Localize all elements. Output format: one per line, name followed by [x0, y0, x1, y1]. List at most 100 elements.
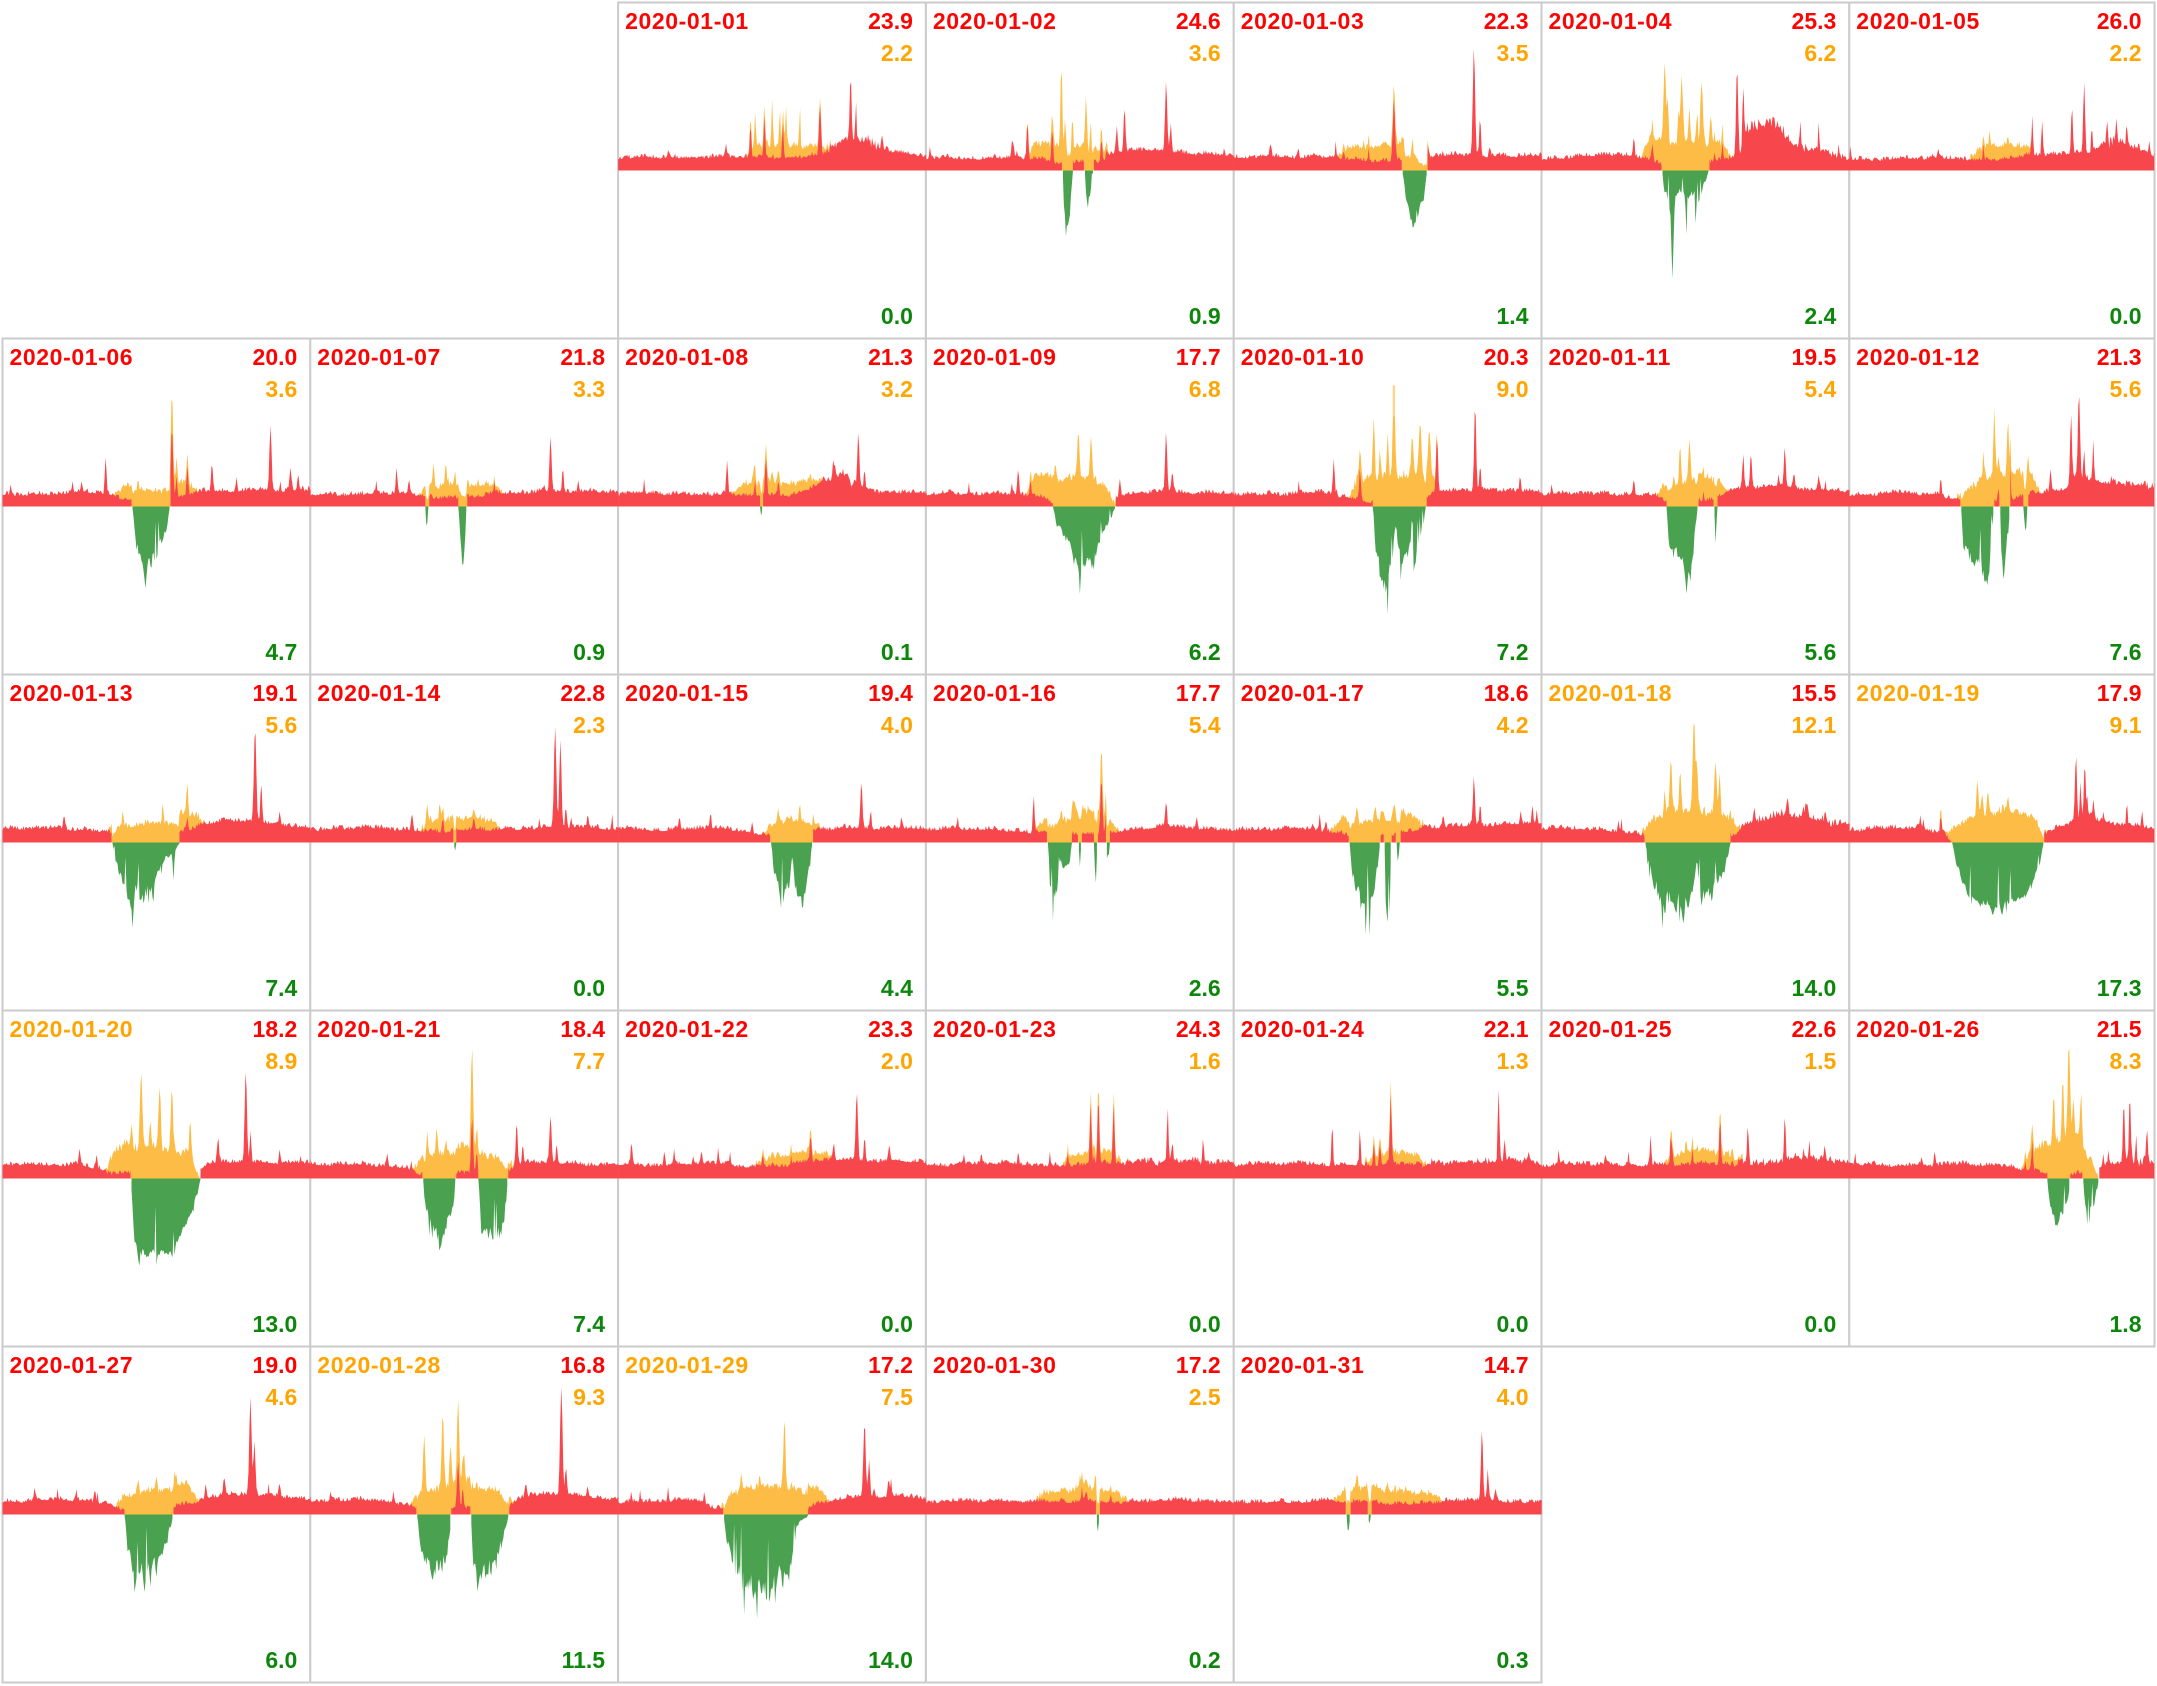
svg-text:6.2: 6.2: [1189, 639, 1221, 665]
svg-text:2020-01-10: 2020-01-10: [1241, 344, 1365, 370]
svg-text:2020-01-02: 2020-01-02: [933, 8, 1057, 34]
svg-text:0.2: 0.2: [1189, 1647, 1221, 1673]
svg-text:2020-01-19: 2020-01-19: [1856, 680, 1980, 706]
svg-text:5.4: 5.4: [1189, 712, 1221, 738]
svg-text:3.2: 3.2: [881, 376, 913, 402]
svg-text:1.8: 1.8: [2110, 1311, 2142, 1337]
svg-text:5.5: 5.5: [1497, 975, 1529, 1001]
svg-text:6.2: 6.2: [1804, 40, 1836, 66]
svg-text:14.7: 14.7: [1484, 1352, 1529, 1378]
svg-text:7.7: 7.7: [573, 1048, 605, 1074]
svg-text:2020-01-15: 2020-01-15: [625, 680, 749, 706]
svg-text:22.3: 22.3: [1484, 8, 1529, 34]
svg-text:17.7: 17.7: [1176, 344, 1221, 370]
svg-text:0.3: 0.3: [1497, 1647, 1529, 1673]
svg-text:24.3: 24.3: [1176, 1016, 1221, 1042]
svg-text:0.0: 0.0: [1804, 1311, 1836, 1337]
svg-text:0.0: 0.0: [881, 303, 913, 329]
svg-text:1.6: 1.6: [1189, 1048, 1221, 1074]
svg-text:19.1: 19.1: [253, 680, 298, 706]
svg-text:1.3: 1.3: [1497, 1048, 1529, 1074]
svg-text:0.1: 0.1: [881, 639, 913, 665]
svg-text:17.2: 17.2: [868, 1352, 913, 1378]
svg-text:13.0: 13.0: [253, 1311, 298, 1337]
svg-text:3.5: 3.5: [1497, 40, 1529, 66]
svg-text:18.6: 18.6: [1484, 680, 1529, 706]
svg-text:19.0: 19.0: [253, 1352, 298, 1378]
svg-text:20.0: 20.0: [253, 344, 298, 370]
svg-text:2020-01-27: 2020-01-27: [10, 1352, 134, 1378]
svg-text:4.0: 4.0: [1497, 1384, 1529, 1410]
svg-text:0.9: 0.9: [1189, 303, 1221, 329]
svg-text:21.8: 21.8: [560, 344, 605, 370]
svg-text:2020-01-16: 2020-01-16: [933, 680, 1057, 706]
svg-text:16.8: 16.8: [560, 1352, 605, 1378]
svg-text:2.6: 2.6: [1189, 975, 1221, 1001]
svg-text:19.5: 19.5: [1792, 344, 1837, 370]
svg-text:11.5: 11.5: [562, 1647, 606, 1673]
svg-text:15.5: 15.5: [1792, 680, 1837, 706]
svg-text:0.0: 0.0: [1189, 1311, 1221, 1337]
svg-text:6.0: 6.0: [265, 1647, 297, 1673]
svg-text:4.4: 4.4: [881, 975, 913, 1001]
svg-text:0.0: 0.0: [2110, 303, 2142, 329]
svg-text:7.4: 7.4: [573, 1311, 605, 1337]
svg-text:7.4: 7.4: [265, 975, 297, 1001]
svg-text:4.6: 4.6: [265, 1384, 297, 1410]
svg-text:2.3: 2.3: [573, 712, 605, 738]
svg-text:2020-01-04: 2020-01-04: [1549, 8, 1673, 34]
svg-text:21.5: 21.5: [2097, 1016, 2142, 1042]
svg-text:2020-01-31: 2020-01-31: [1241, 1352, 1365, 1378]
svg-text:3.6: 3.6: [1189, 40, 1221, 66]
svg-text:25.3: 25.3: [1792, 8, 1837, 34]
svg-text:20.3: 20.3: [1484, 344, 1529, 370]
svg-text:9.3: 9.3: [573, 1384, 605, 1410]
svg-text:5.4: 5.4: [1804, 376, 1836, 402]
svg-text:22.8: 22.8: [560, 680, 605, 706]
svg-text:2020-01-11: 2020-01-11: [1549, 344, 1671, 370]
svg-text:2.5: 2.5: [1189, 1384, 1221, 1410]
svg-text:7.2: 7.2: [1497, 639, 1529, 665]
svg-text:2020-01-06: 2020-01-06: [10, 344, 134, 370]
svg-text:2020-01-17: 2020-01-17: [1241, 680, 1365, 706]
svg-text:5.6: 5.6: [2110, 376, 2142, 402]
svg-text:8.9: 8.9: [265, 1048, 297, 1074]
svg-text:3.3: 3.3: [573, 376, 605, 402]
svg-text:3.6: 3.6: [265, 376, 297, 402]
svg-text:4.7: 4.7: [265, 639, 297, 665]
svg-text:1.5: 1.5: [1804, 1048, 1836, 1074]
svg-text:2020-01-23: 2020-01-23: [933, 1016, 1057, 1042]
svg-text:22.6: 22.6: [1792, 1016, 1837, 1042]
svg-text:17.7: 17.7: [1176, 680, 1221, 706]
svg-text:8.3: 8.3: [2110, 1048, 2142, 1074]
svg-text:0.0: 0.0: [881, 1311, 913, 1337]
svg-text:19.4: 19.4: [868, 680, 913, 706]
svg-text:2020-01-13: 2020-01-13: [10, 680, 134, 706]
svg-text:2020-01-05: 2020-01-05: [1856, 8, 1980, 34]
svg-text:24.6: 24.6: [1176, 8, 1221, 34]
svg-text:2020-01-08: 2020-01-08: [625, 344, 749, 370]
svg-text:2020-01-09: 2020-01-09: [933, 344, 1057, 370]
svg-text:2020-01-03: 2020-01-03: [1241, 8, 1365, 34]
svg-text:0.0: 0.0: [573, 975, 605, 1001]
svg-text:2020-01-24: 2020-01-24: [1241, 1016, 1365, 1042]
svg-text:2020-01-20: 2020-01-20: [10, 1016, 134, 1042]
svg-text:2.2: 2.2: [881, 40, 913, 66]
svg-text:2020-01-12: 2020-01-12: [1856, 344, 1980, 370]
svg-text:4.2: 4.2: [1497, 712, 1529, 738]
svg-text:12.1: 12.1: [1792, 712, 1837, 738]
svg-text:0.0: 0.0: [1497, 1311, 1529, 1337]
svg-text:17.9: 17.9: [2097, 680, 2142, 706]
svg-text:2020-01-25: 2020-01-25: [1549, 1016, 1673, 1042]
svg-text:0.9: 0.9: [573, 639, 605, 665]
svg-text:9.1: 9.1: [2110, 712, 2142, 738]
svg-text:2.0: 2.0: [881, 1048, 913, 1074]
svg-text:18.2: 18.2: [253, 1016, 298, 1042]
svg-text:2020-01-21: 2020-01-21: [317, 1016, 441, 1042]
svg-text:2020-01-14: 2020-01-14: [317, 680, 441, 706]
svg-text:17.2: 17.2: [1176, 1352, 1221, 1378]
svg-text:23.3: 23.3: [868, 1016, 913, 1042]
svg-text:2020-01-28: 2020-01-28: [317, 1352, 441, 1378]
svg-text:5.6: 5.6: [265, 712, 297, 738]
svg-text:22.1: 22.1: [1484, 1016, 1529, 1042]
